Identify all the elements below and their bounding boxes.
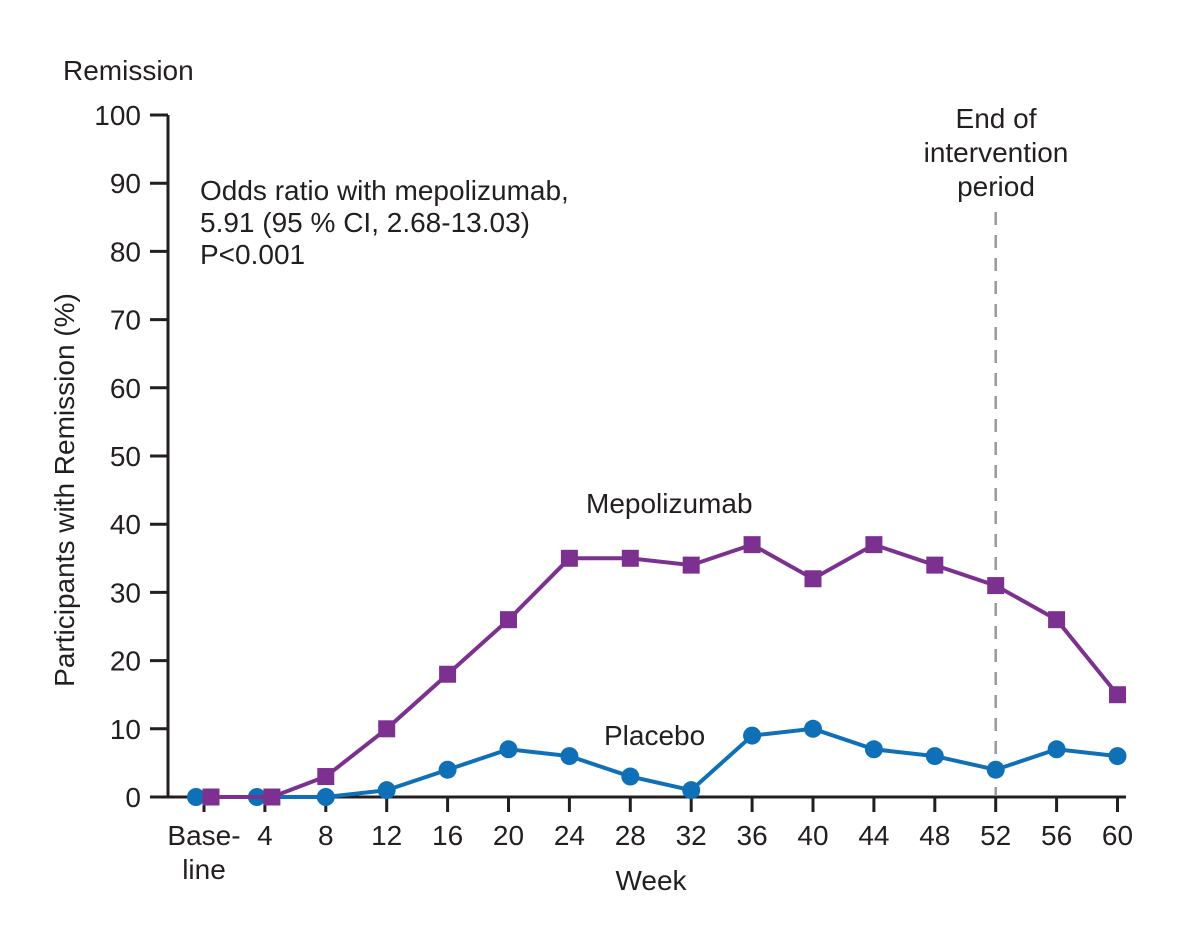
placebo-line [196, 726, 1118, 799]
end-of-intervention-label-line-2: intervention [924, 137, 1069, 168]
placebo-point [925, 747, 944, 766]
x-tick-label: 24 [554, 820, 585, 851]
x-tick-label: 56 [1041, 820, 1072, 851]
x-tick-label: 16 [432, 820, 463, 851]
mepolizumab-point [1048, 611, 1066, 629]
y-tick-label: 10 [110, 714, 141, 745]
mepolizumab-point [743, 536, 761, 554]
x-tick-label: 60 [1102, 820, 1133, 851]
y-axis-title: Participants with Remission (%) [49, 293, 80, 687]
x-tick-label: Base- [167, 820, 240, 851]
mepolizumab-line [211, 542, 1120, 799]
placebo-point [1108, 747, 1127, 766]
x-tick-label: 8 [318, 820, 334, 851]
x-tick-label: 44 [858, 820, 889, 851]
mepolizumab-point [987, 577, 1005, 595]
placebo-point [743, 726, 762, 745]
mepolizumab-point [202, 788, 220, 806]
x-tick-label: 12 [371, 820, 402, 851]
placebo-point [560, 747, 579, 766]
placebo-point [621, 767, 640, 786]
y-tick-label: 100 [94, 100, 141, 131]
y-tick-label: 50 [110, 441, 141, 472]
y-tick-label: 60 [110, 373, 141, 404]
y-tick-label: 0 [125, 782, 141, 813]
x-tick-label: 36 [737, 820, 768, 851]
placebo-point [438, 760, 457, 779]
mepolizumab-series-label: Mepolizumab [586, 488, 753, 519]
chart-title: Remission [63, 55, 194, 86]
x-tick-label: 4 [257, 820, 273, 851]
x-tick-label: line [182, 854, 226, 885]
x-tick-label: 40 [797, 820, 828, 851]
x-tick-label: 52 [980, 820, 1011, 851]
placebo-point [187, 788, 205, 806]
odds-ratio-annotation-line-3: P<0.001 [200, 239, 305, 270]
y-tick-label: 20 [110, 646, 141, 677]
mepolizumab-point [804, 570, 822, 588]
x-tick-label: 32 [676, 820, 707, 851]
placebo-point [316, 788, 335, 806]
placebo-point [682, 781, 701, 800]
x-axis-title: Week [615, 865, 687, 896]
end-of-intervention-label-line-3: period [957, 171, 1035, 202]
y-tick-label: 80 [110, 236, 141, 267]
y-tick-label: 70 [110, 305, 141, 336]
y-tick-label: 30 [110, 577, 141, 608]
series-layer [187, 536, 1127, 806]
end-of-intervention-label-line-1: End of [956, 103, 1037, 134]
mepolizumab-point [865, 536, 883, 554]
placebo-point [1047, 740, 1066, 759]
mepolizumab-point [682, 556, 700, 574]
y-tick-label: 90 [110, 168, 141, 199]
mepolizumab-point [378, 720, 396, 738]
x-tick-label: 28 [615, 820, 646, 851]
mepolizumab-point [926, 556, 944, 574]
placebo-point [804, 719, 822, 738]
mepolizumab-point [439, 665, 457, 683]
mepolizumab-point [1109, 686, 1126, 704]
placebo-point [986, 760, 1005, 779]
mepolizumab-point [263, 788, 281, 806]
mepolizumab-point [621, 549, 639, 567]
mepolizumab-point [317, 768, 335, 786]
x-tick-label: 48 [919, 820, 950, 851]
mepolizumab-point [500, 611, 517, 629]
mepolizumab-point [560, 549, 578, 567]
x-tick-label: 20 [493, 820, 524, 851]
odds-ratio-annotation-line-1: Odds ratio with mepolizumab, [200, 175, 569, 206]
placebo-series-label: Placebo [604, 720, 705, 751]
placebo-point [377, 781, 396, 800]
placebo-point [864, 740, 883, 759]
y-tick-label: 40 [110, 509, 141, 540]
odds-ratio-annotation-line-2: 5.91 (95 % CI, 2.68-13.03) [200, 207, 530, 238]
placebo-point [499, 740, 518, 759]
